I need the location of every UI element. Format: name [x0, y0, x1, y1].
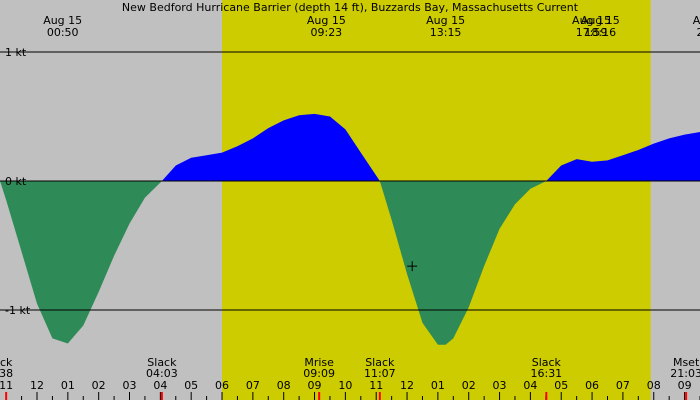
top-event-date: Aug 15 — [572, 14, 611, 27]
bottom-event-time: 09:09 — [303, 367, 335, 380]
bottom-event-label: ck — [0, 356, 13, 369]
x-tick-label: 01 — [61, 379, 75, 392]
x-axis: 11 12 01 02 03 04 05 06 07 08 09 10 11 12 01 02 03 04 05 06… — [0, 379, 700, 400]
x-tick-label: 06 — [585, 379, 599, 392]
top-event-time: 2 — [697, 26, 700, 39]
bottom-event-label: Slack — [147, 356, 177, 369]
top-event-date: Aug 15 — [43, 14, 82, 27]
x-tick-label: 03 — [123, 379, 137, 392]
bottom-event-time: 38 — [0, 367, 13, 380]
x-tick-label: 05 — [184, 379, 198, 392]
top-event-time: 09:23 — [310, 26, 342, 39]
top-event-time: 17:59 — [576, 26, 608, 39]
y-tick-label: -1 kt — [5, 304, 31, 317]
x-tick-label: 10 — [338, 379, 352, 392]
x-tick-label: 02 — [92, 379, 106, 392]
y-tick-label: 1 kt — [5, 46, 27, 59]
x-tick-label: 02 — [462, 379, 476, 392]
top-event-date: Aug 15 — [581, 14, 620, 27]
top-event-time: 13:15 — [430, 26, 462, 39]
current-area — [0, 113, 700, 345]
x-tick-label: 07 — [616, 379, 630, 392]
current-time-marker — [407, 261, 418, 272]
top-event-date: Aug 15 — [426, 14, 465, 27]
x-tick-label: 09 — [308, 379, 322, 392]
x-tick-label: 01 — [431, 379, 445, 392]
x-tick-label: 08 — [277, 379, 291, 392]
y-gridlines: 1 kt 0 kt -1 kt — [0, 46, 700, 317]
bottom-event-time: 11:07 — [364, 367, 396, 380]
bottom-event-time: 21:03 — [670, 367, 700, 380]
x-tick-label: 06 — [215, 379, 229, 392]
flood-area — [0, 113, 700, 181]
bottom-event-time: 04:03 — [146, 367, 178, 380]
chart-title: New Bedford Hurricane Barrier (depth 14 … — [122, 1, 579, 14]
bottom-event-label: Slack — [365, 356, 395, 369]
x-tick-label: 12 — [400, 379, 414, 392]
top-event-time: 18:16 — [584, 26, 616, 39]
ebb-area — [0, 181, 700, 345]
top-event-date: Au — [693, 14, 700, 27]
bottom-event-labels: ck38Slack04:03Mrise09:09Slack11:07Slack1… — [0, 356, 700, 400]
top-event-date: Aug 15 — [307, 14, 346, 27]
x-tick-label: 09 — [678, 379, 692, 392]
x-tick-label: 05 — [554, 379, 568, 392]
bottom-event-label: Slack — [532, 356, 562, 369]
x-tick-label: 04 — [153, 379, 167, 392]
x-tick-label: 12 — [30, 379, 44, 392]
x-tick-label: 04 — [523, 379, 537, 392]
top-event-time: 00:50 — [47, 26, 79, 39]
bottom-event-label: Mrise — [304, 356, 334, 369]
bottom-event-label: Mset — [673, 356, 700, 369]
x-tick-label: 07 — [246, 379, 260, 392]
bottom-event-time: 16:31 — [530, 367, 562, 380]
x-tick-label: 03 — [493, 379, 507, 392]
x-tick-label: 08 — [647, 379, 661, 392]
x-tick-label: 11 — [369, 379, 383, 392]
y-tick-label: 0 kt — [5, 175, 27, 188]
x-tick-label: 11 — [0, 379, 13, 392]
